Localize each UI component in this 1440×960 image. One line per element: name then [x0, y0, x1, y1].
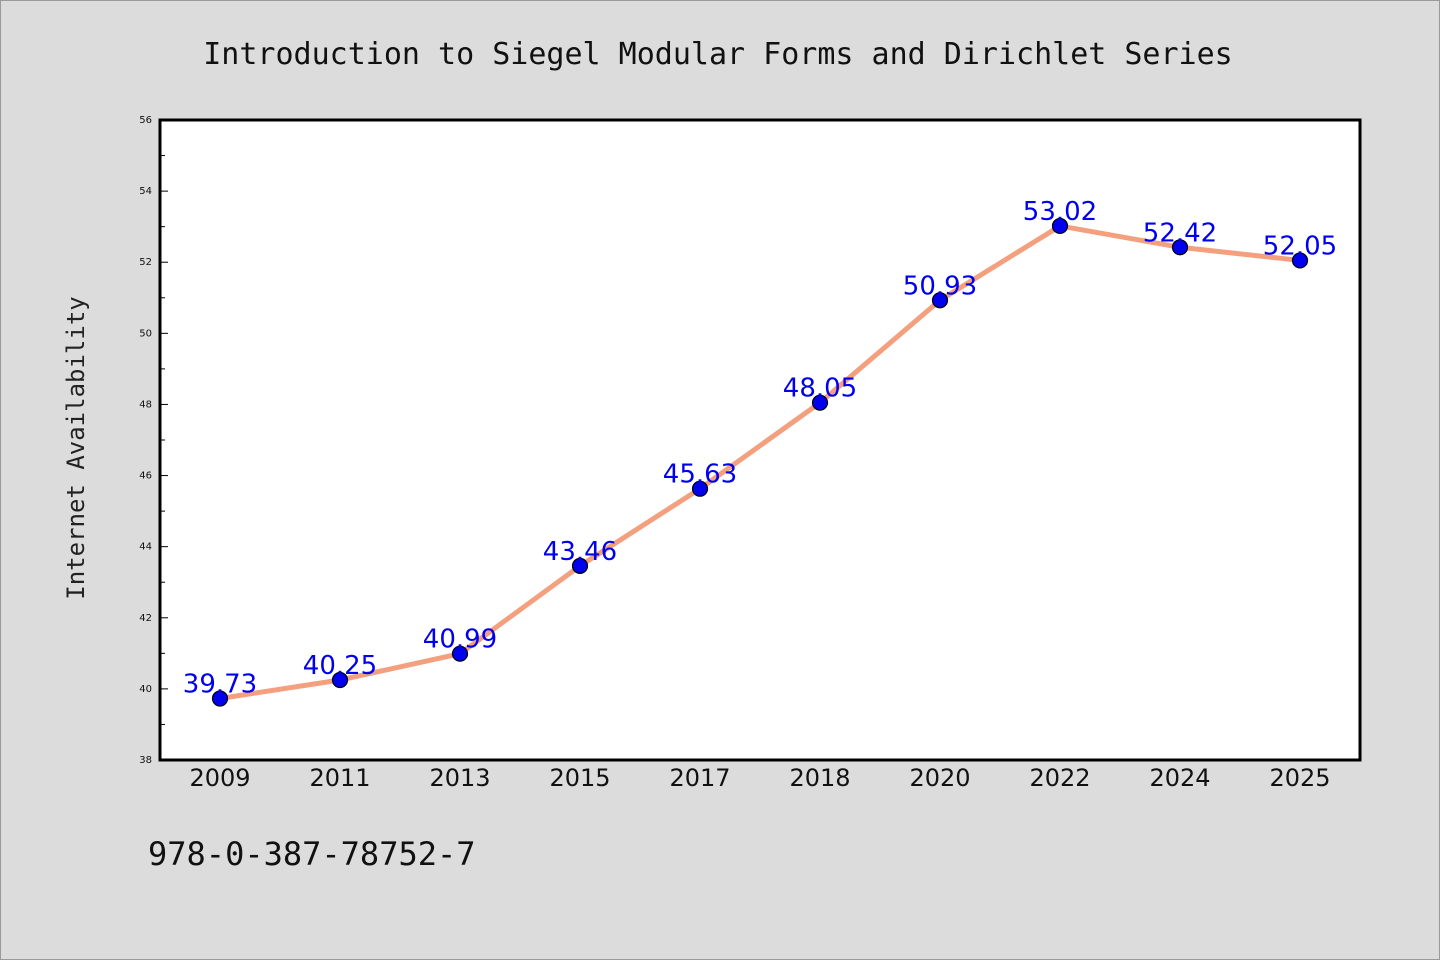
x-tick-label: 2013 [429, 764, 490, 792]
data-label: 39.73 [183, 669, 257, 699]
y-tick-label: 38 [139, 755, 152, 766]
x-tick-label: 2018 [789, 764, 850, 792]
data-point [1291, 252, 1309, 269]
data-point [571, 557, 589, 574]
plot-area [158, 118, 1362, 762]
data-point [1051, 217, 1069, 235]
data-point [331, 671, 349, 689]
data-label: 52.05 [1263, 231, 1337, 261]
y-tick-label: 46 [139, 471, 152, 482]
series-line-path [217, 223, 1303, 701]
isbn-text: 978-0-387-78752-7 [148, 835, 476, 873]
data-label: 52.42 [1143, 218, 1217, 248]
y-tick-label: 48 [139, 399, 152, 410]
y-tick-label: 40 [139, 684, 152, 695]
data-point [691, 480, 709, 497]
axis-ticks: 38 40 42 44 46 48 50 52 54 56 2009 2011 2013 2015 2017… [139, 115, 1330, 792]
x-tick-label: 2017 [669, 764, 730, 792]
chart-title: Introduction to Siegel Modular Forms and… [203, 37, 1233, 72]
y-tick-label: 54 [139, 186, 152, 197]
data-label: 40.25 [303, 651, 377, 681]
y-tick-label: 42 [139, 613, 152, 624]
data-label: 50.93 [903, 271, 977, 301]
x-tick-label: 2011 [309, 764, 370, 792]
data-label: 45.63 [663, 460, 737, 490]
data-label: 40.99 [423, 625, 497, 655]
data-point [811, 394, 829, 411]
data-label: 43.46 [543, 537, 617, 567]
x-tick-label: 2020 [909, 764, 970, 792]
x-tick-label: 2024 [1149, 764, 1210, 792]
y-axis-label: Internet Availability [62, 296, 90, 599]
x-tick-label: 2015 [549, 764, 610, 792]
data-point [451, 645, 469, 662]
x-tick-label: 2009 [189, 764, 250, 792]
series-line [217, 223, 1303, 701]
data-point [211, 690, 229, 707]
data-point [931, 292, 949, 309]
data-label: 53.02 [1023, 197, 1097, 227]
x-tick-label: 2025 [1269, 764, 1330, 792]
y-tick-label: 50 [139, 328, 152, 339]
y-tick-label: 52 [139, 257, 152, 268]
data-point [1171, 239, 1189, 256]
data-labels: 39.73 40.25 40.99 43.46 45.63 48.05 50.93 53.02… [183, 197, 1337, 700]
y-tick-label: 44 [139, 542, 152, 553]
y-tick-label: 56 [139, 115, 152, 126]
x-tick-label: 2022 [1029, 764, 1090, 792]
data-label: 48.05 [783, 374, 857, 404]
data-points [211, 217, 1309, 707]
